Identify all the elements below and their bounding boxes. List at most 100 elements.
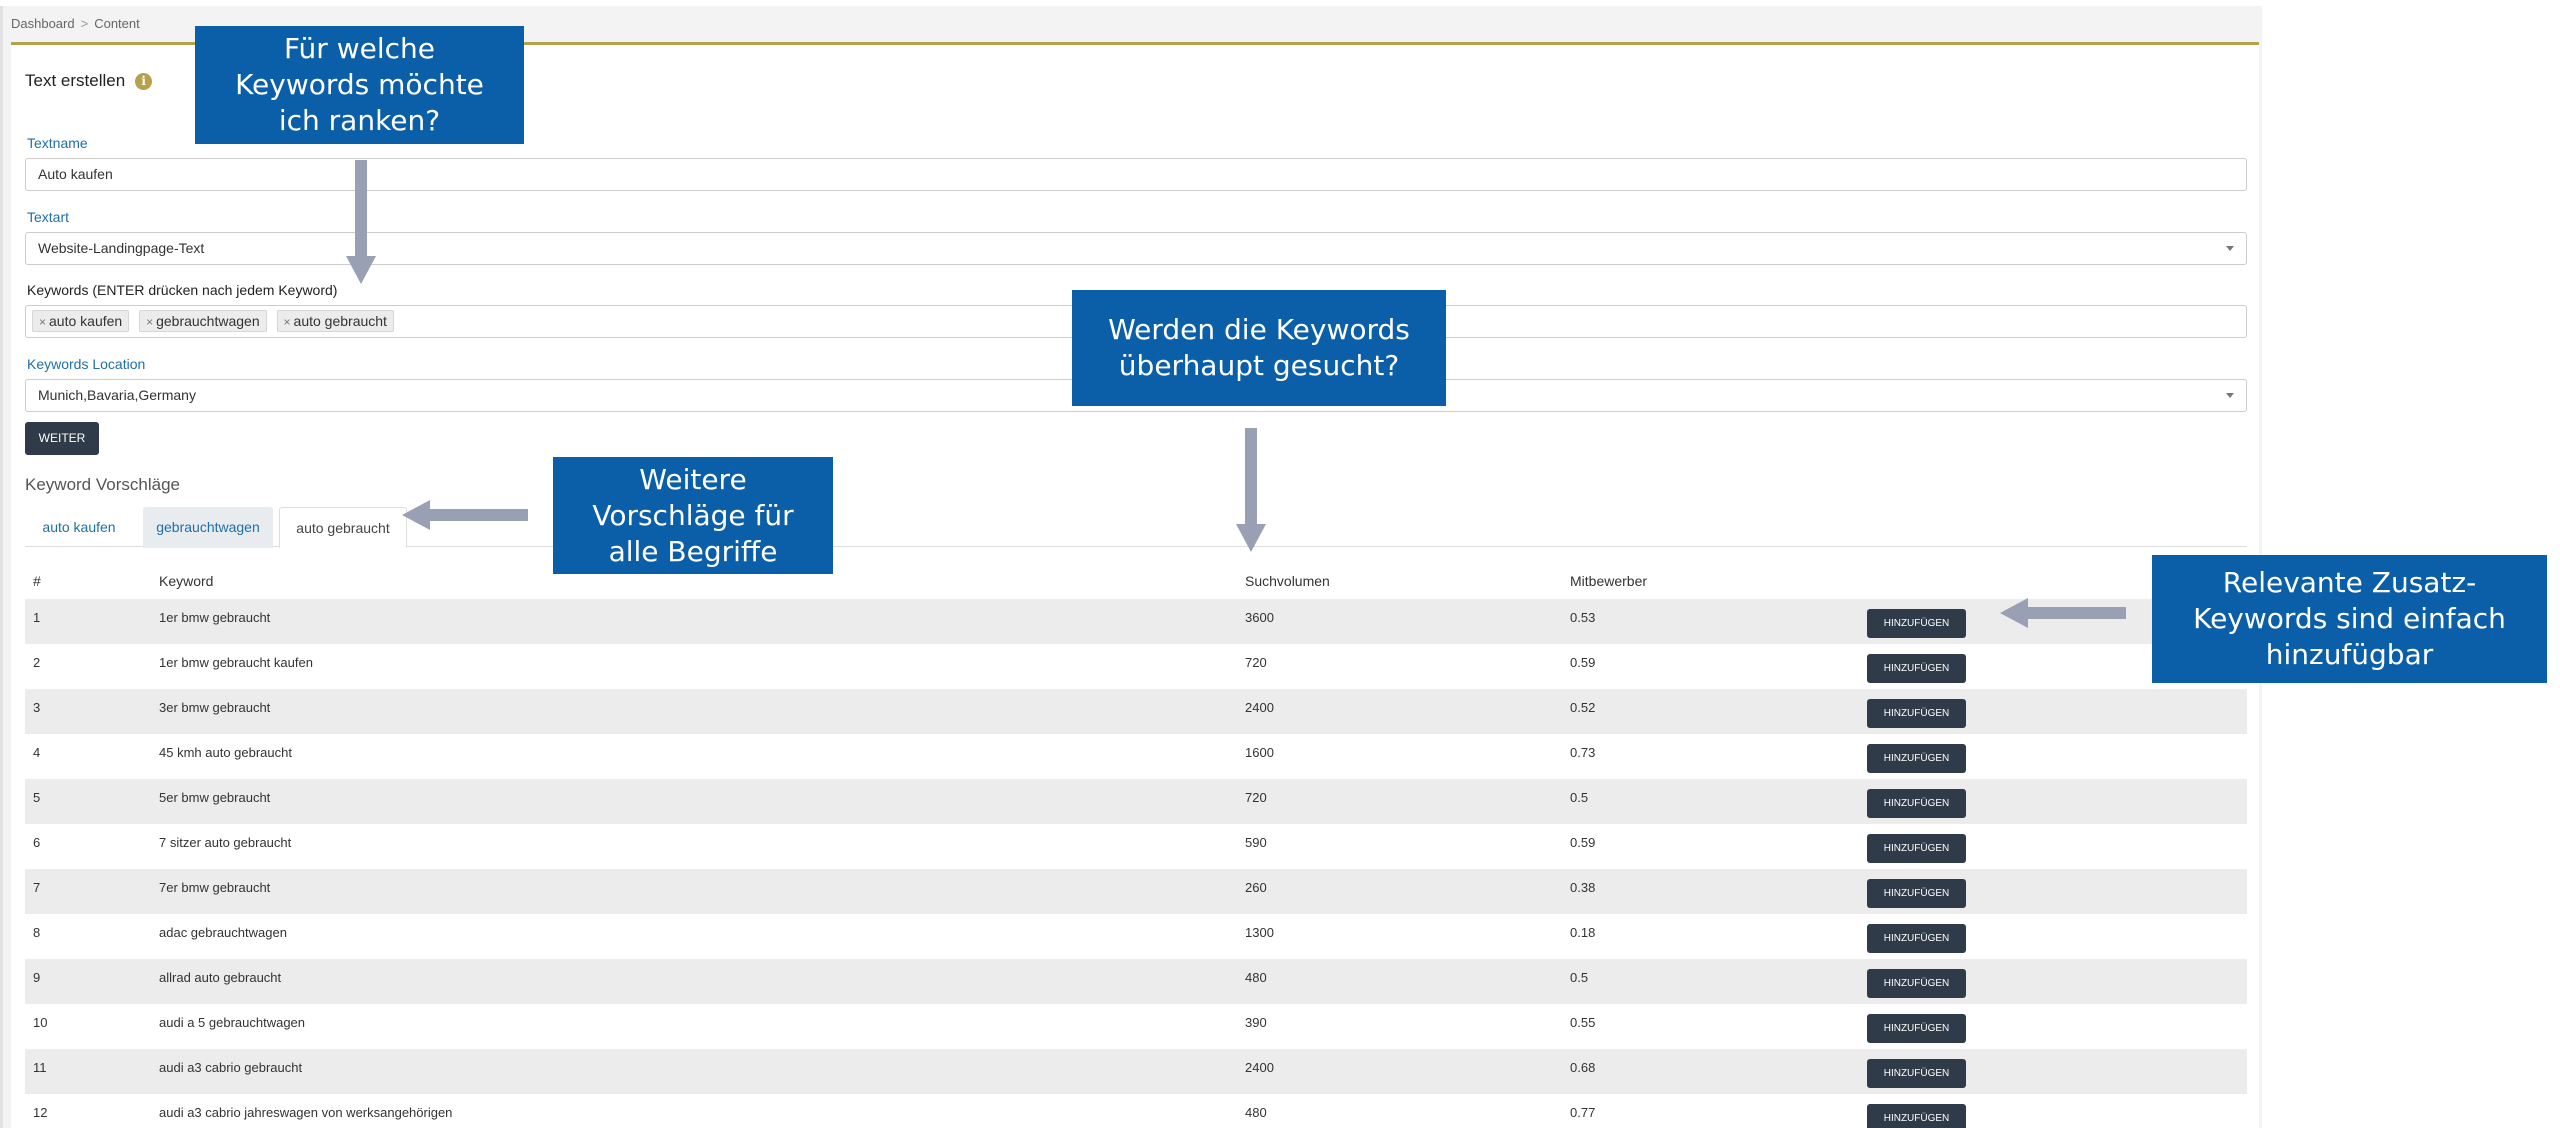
row-search-volume: 2400 (1245, 700, 1274, 715)
chevron-down-icon (2226, 246, 2234, 251)
callout-relevant: Relevante Zusatz- Keywords sind einfach … (2152, 555, 2547, 683)
row-competition: 0.18 (1570, 925, 1596, 940)
row-competition: 0.5 (1570, 970, 1589, 985)
add-keyword-button[interactable]: HINZUFÜGEN (1867, 789, 1966, 818)
table-row: 8 adac gebrauchtwagen 1300 0.18 HINZUFÜGEN (25, 914, 2247, 959)
table-row: 6 7 sitzer auto gebraucht 590 0.59 HINZUFÜGE… (25, 824, 2247, 869)
row-competition: 0.59 (1570, 835, 1596, 850)
add-keyword-button[interactable]: HINZUFÜGEN (1867, 879, 1966, 908)
keyword-tag: × auto gebraucht (276, 310, 394, 332)
row-keyword: audi a3 cabrio jahreswagen von werksange… (159, 1105, 453, 1120)
row-number: 11 (33, 1060, 47, 1075)
row-number: 4 (33, 745, 41, 760)
app-frame: Dashboard > Content Text erstellen i Textn… (0, 6, 2262, 1128)
callout-more-line-3: alle Begriffe (608, 534, 778, 568)
textart-select[interactable]: Website-Landingpage-Text (25, 232, 2247, 265)
table-row: 10 audi a 5 gebrauchtwagen 390 0.55 HINZUFÜG… (25, 1004, 2247, 1049)
row-competition: 0.5 (1570, 790, 1589, 805)
table-row: 12 audi a3 cabrio jahreswagen von werksan… (25, 1094, 2247, 1128)
row-search-volume: 480 (1245, 1105, 1267, 1120)
column-header-volume: Suchvolumen (1245, 573, 1330, 589)
location-label: Keywords Location (27, 356, 146, 372)
row-keyword: audi a 5 gebrauchtwagen (159, 1015, 306, 1030)
row-search-volume: 390 (1245, 1015, 1267, 1030)
suggestion-tabs: auto kaufen gebrauchtwagen auto gebrauch… (25, 507, 2247, 548)
callout-more: Weitere Vorschläge für alle Begriffe (553, 457, 833, 574)
table-row: 7 7er bmw gebraucht 260 0.38 HINZUFÜGEN (25, 869, 2247, 914)
row-number: 10 (33, 1015, 48, 1030)
column-header-num: # (33, 573, 41, 589)
row-number: 9 (33, 970, 41, 985)
info-icon[interactable]: i (135, 72, 153, 90)
row-search-volume: 720 (1245, 790, 1267, 805)
row-keyword: 1er bmw gebraucht kaufen (159, 655, 313, 670)
table-header: # Keyword Suchvolumen Mitbewerber (25, 563, 2247, 599)
row-competition: 0.68 (1570, 1060, 1596, 1075)
add-keyword-button[interactable]: HINZUFÜGEN (1867, 1104, 1966, 1128)
callout-more-line-1: Weitere (639, 462, 747, 496)
row-keyword: 7 sitzer auto gebraucht (159, 835, 292, 850)
add-keyword-button[interactable]: HINZUFÜGEN (1867, 744, 1966, 773)
row-search-volume: 1600 (1245, 745, 1274, 760)
breadcrumb: Dashboard > Content (11, 16, 140, 31)
textart-value: Website-Landingpage-Text (38, 240, 205, 256)
arrow-left-icon (402, 500, 528, 530)
add-keyword-button[interactable]: HINZUFÜGEN (1867, 969, 1966, 998)
table-row: 11 audi a3 cabrio gebraucht 2400 0.68 HINZUF… (25, 1049, 2247, 1094)
callout-relevant-line-2: Keywords sind einfach (2193, 602, 2506, 635)
callout-keywords-line-2: Keywords möchte (235, 68, 484, 101)
callout-keywords-line-3: ich ranken? (278, 104, 441, 137)
row-number: 8 (33, 925, 41, 940)
column-header-keyword: Keyword (159, 573, 214, 589)
breadcrumb-dashboard[interactable]: Dashboard (11, 16, 75, 31)
add-keyword-button[interactable]: HINZUFÜGEN (1867, 609, 1966, 638)
page-title: Text erstellen i (25, 71, 153, 91)
row-competition: 0.73 (1570, 745, 1596, 760)
add-keyword-button[interactable]: HINZUFÜGEN (1867, 1014, 1966, 1043)
add-keyword-button[interactable]: HINZUFÜGEN (1867, 924, 1966, 953)
row-keyword: 1er bmw gebraucht (159, 610, 271, 625)
close-icon[interactable]: × (146, 315, 154, 329)
textname-input[interactable]: Auto kaufen (25, 158, 2247, 191)
location-value: Munich,Bavaria,Germany (38, 387, 196, 403)
callout-searched: Werden die Keywords überhaupt gesucht? (1072, 290, 1446, 406)
row-competition: 0.77 (1570, 1105, 1596, 1120)
row-competition: 0.59 (1570, 655, 1596, 670)
callout-relevant-line-1: Relevante Zusatz- (2222, 566, 2477, 599)
row-number: 3 (33, 700, 41, 715)
row-competition: 0.55 (1570, 1015, 1596, 1030)
tab-gebrauchtwagen[interactable]: gebrauchtwagen (143, 507, 273, 548)
table-row: 5 5er bmw gebraucht 720 0.5 HINZUFÜGEN (25, 779, 2247, 824)
row-number: 1 (33, 610, 41, 625)
row-competition: 0.52 (1570, 700, 1596, 715)
arrow-down-icon (1236, 428, 1266, 552)
breadcrumb-content[interactable]: Content (94, 16, 140, 31)
keyword-tag-label: auto kaufen (49, 313, 123, 329)
row-keyword: 45 kmh auto gebraucht (159, 745, 292, 760)
close-icon[interactable]: × (283, 315, 291, 329)
breadcrumb-separator: > (80, 16, 89, 31)
weiter-button[interactable]: WEITER (25, 422, 99, 455)
tab-auto-gebraucht[interactable]: auto gebraucht (279, 507, 407, 548)
add-keyword-button[interactable]: HINZUFÜGEN (1867, 654, 1966, 683)
textart-label: Textart (27, 209, 70, 225)
row-competition: 0.38 (1570, 880, 1596, 895)
row-search-volume: 720 (1245, 655, 1267, 670)
add-keyword-button[interactable]: HINZUFÜGEN (1867, 834, 1966, 863)
table-row: 3 3er bmw gebraucht 2400 0.52 HINZUFÜGEN (25, 689, 2247, 734)
close-icon[interactable]: × (39, 315, 47, 329)
row-search-volume: 590 (1245, 835, 1267, 850)
suggestions-title: Keyword Vorschläge (25, 475, 180, 494)
add-keyword-button[interactable]: HINZUFÜGEN (1867, 699, 1966, 728)
row-number: 6 (33, 835, 41, 850)
table-row: 2 1er bmw gebraucht kaufen 720 0.59 HINZUFÜG… (25, 644, 2247, 689)
keyword-tag: × gebrauchtwagen (139, 310, 267, 332)
row-search-volume: 260 (1245, 880, 1267, 895)
table-row: 1 1er bmw gebraucht 3600 0.53 HINZUFÜGEN (25, 599, 2247, 644)
tab-auto-kaufen[interactable]: auto kaufen (42, 519, 116, 535)
table-row: 9 allrad auto gebraucht 480 0.5 HINZUFÜGEN (25, 959, 2247, 1004)
row-number: 2 (33, 655, 41, 670)
add-keyword-button[interactable]: HINZUFÜGEN (1867, 1059, 1966, 1088)
row-number: 7 (33, 880, 41, 895)
row-number: 12 (33, 1105, 48, 1120)
